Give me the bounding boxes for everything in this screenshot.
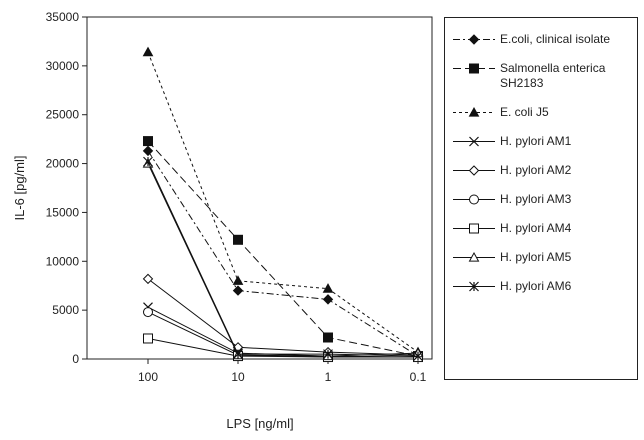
legend-label: H. pylori AM4 xyxy=(500,221,572,235)
legend-entry: H. pylori AM2 xyxy=(451,163,637,178)
y-tick-label: 35000 xyxy=(46,10,80,24)
legend-label: Salmonella enterica SH2183 xyxy=(500,61,606,90)
x-tick-label: 1 xyxy=(325,370,332,384)
marker xyxy=(469,136,479,147)
series-line xyxy=(147,140,419,357)
marker xyxy=(413,351,423,361)
marker xyxy=(469,281,479,292)
y-tick-label: 0 xyxy=(72,352,79,366)
marker xyxy=(143,156,153,167)
marker xyxy=(142,145,154,157)
legend-symbol xyxy=(453,251,495,262)
series-line xyxy=(147,163,419,357)
legend-symbol xyxy=(453,106,495,117)
y-tick-label: 25000 xyxy=(46,108,80,122)
x-tick-label: 100 xyxy=(138,370,158,384)
legend-entry: H. pylori AM1 xyxy=(451,134,637,149)
legend-entry: H. pylori AM3 xyxy=(451,192,637,207)
legend-symbol xyxy=(453,136,495,147)
marker xyxy=(468,251,480,262)
legend: E.coli, clinical isolate Salmonella enter… xyxy=(444,17,638,380)
y-tick-label: 5000 xyxy=(52,303,79,317)
plot-frame xyxy=(86,16,433,360)
chart: LPS [ng/ml] IL-6 [pg/ml] 0 5000 10000 15000… xyxy=(12,10,433,431)
marker xyxy=(469,194,479,205)
legend-label: E. coli J5 xyxy=(500,105,549,119)
legend-label: H. pylori AM1 xyxy=(500,134,572,148)
y-tick-label: 10000 xyxy=(46,254,80,268)
series-line xyxy=(147,161,419,357)
marker xyxy=(232,285,244,296)
series-line xyxy=(147,337,418,358)
marker xyxy=(323,349,333,360)
y-tick-label: 15000 xyxy=(46,205,80,219)
marker xyxy=(143,333,153,344)
marker xyxy=(142,273,154,285)
marker xyxy=(323,332,333,343)
legend-entry: H. pylori AM6 xyxy=(451,279,637,294)
y-tick-label: 20000 xyxy=(46,157,80,171)
x-tick-label: 0.1 xyxy=(410,370,427,384)
marker xyxy=(233,349,243,360)
series-line xyxy=(147,51,419,353)
marker xyxy=(143,136,153,147)
marker xyxy=(468,106,480,117)
legend-entry: E.coli, clinical isolate xyxy=(451,32,637,47)
marker xyxy=(322,294,334,305)
legend-label: E.coli, clinical isolate xyxy=(500,32,611,46)
x-axis-label: LPS [ng/ml] xyxy=(226,416,293,431)
marker xyxy=(232,275,244,285)
legend-entry: E. coli J5 xyxy=(451,105,637,120)
y-axis-label: IL-6 [pg/ml] xyxy=(12,155,27,220)
series-line xyxy=(147,311,418,358)
x-tick-label: 10 xyxy=(231,370,245,384)
legend-symbol xyxy=(453,34,495,45)
legend-entry: Salmonella enterica SH2183 xyxy=(451,61,637,91)
marker xyxy=(468,34,480,45)
legend-label: H. pylori AM2 xyxy=(500,163,572,177)
legend-entry: H. pylori AM4 xyxy=(451,221,637,236)
legend-symbol xyxy=(453,194,495,205)
marker xyxy=(143,307,153,318)
marker xyxy=(469,63,479,74)
legend-label: H. pylori AM5 xyxy=(500,250,572,264)
legend-entry: H. pylori AM5 xyxy=(451,250,637,265)
y-tick-label: 30000 xyxy=(46,59,80,73)
legend-symbol xyxy=(453,223,495,234)
marker xyxy=(142,46,154,57)
legend-symbol xyxy=(453,281,495,292)
marker xyxy=(233,234,243,245)
legend-label: H. pylori AM3 xyxy=(500,192,572,206)
legend-symbol xyxy=(453,63,495,74)
marker xyxy=(322,283,334,293)
marker xyxy=(468,165,480,176)
legend-symbol xyxy=(453,165,495,176)
legend-label: H. pylori AM6 xyxy=(500,279,572,293)
marker xyxy=(469,223,479,234)
series-line xyxy=(147,278,419,356)
series-line xyxy=(147,150,419,357)
